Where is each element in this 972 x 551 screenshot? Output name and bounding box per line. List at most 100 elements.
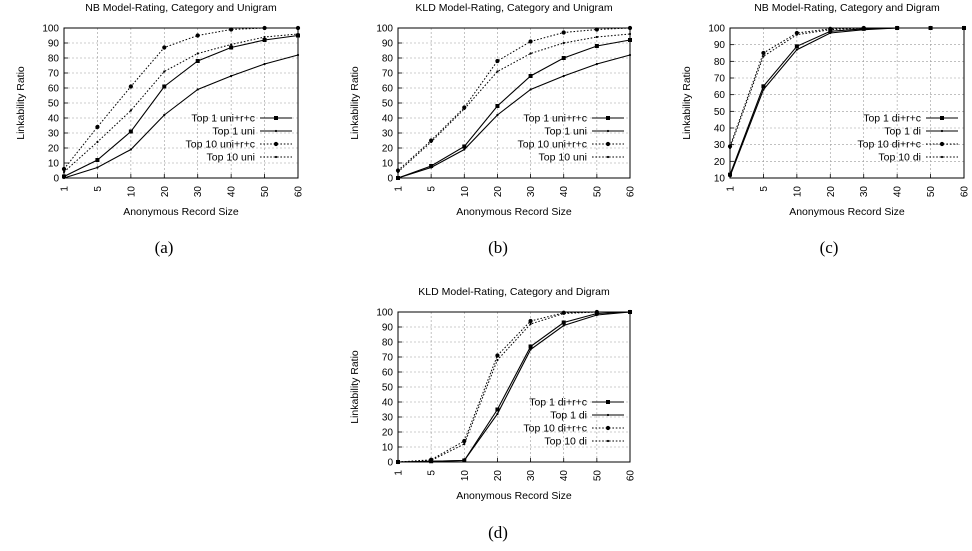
data-point: [595, 35, 598, 39]
y-axis-label: Linkability Ratio: [15, 66, 27, 140]
series-line: [63, 54, 299, 179]
data-point: [296, 32, 300, 36]
y-tick-label: 70: [382, 69, 394, 80]
series-0: [62, 33, 300, 179]
x-tick-label: 40: [227, 186, 238, 198]
data-point: [529, 52, 532, 55]
data-point: [962, 26, 966, 30]
y-axis-label: Linkability Ratio: [349, 350, 361, 424]
data-point: [463, 107, 466, 111]
chart-1: KLD Model-Rating, Category and Unigram01…: [349, 2, 637, 257]
y-tick-label: 50: [382, 383, 394, 394]
x-tick-label: 50: [592, 470, 603, 482]
y-tick-label: 90: [382, 323, 394, 334]
data-point: [529, 88, 532, 91]
legend-label: Top 10 di: [878, 152, 921, 164]
data-point: [263, 62, 266, 66]
data-point: [595, 62, 598, 66]
y-axis-label: Linkability Ratio: [349, 66, 361, 140]
x-tick-label: 1: [394, 186, 405, 192]
legend-label: Top 1 di+r+c: [863, 113, 921, 125]
data-point: [595, 313, 598, 317]
chart-0: NB Model-Rating, Category and Unigram 0 10…: [15, 2, 305, 257]
chart-2: NB Model-Rating, Category and Digram 10 20…: [681, 2, 971, 257]
data-point: [528, 39, 533, 44]
series-3: [396, 310, 632, 464]
data-point: [628, 310, 632, 314]
data-point: [761, 50, 766, 56]
data-point: [561, 320, 566, 325]
plot-frame: [397, 311, 631, 463]
y-tick-label: 0: [387, 174, 393, 185]
data-point: [496, 358, 499, 362]
data-point: [396, 176, 400, 180]
x-axis-label: Anonymous Record Size: [456, 206, 572, 218]
data-point: [262, 38, 267, 42]
x-tick-label: 30: [526, 186, 537, 198]
y-tick-label: 90: [382, 39, 394, 50]
legend-marker: [274, 155, 278, 159]
legend-marker: [274, 129, 278, 133]
y-tick-label: 40: [382, 398, 394, 409]
series-3: [62, 32, 300, 174]
data-point: [562, 41, 565, 45]
y-tick-label: 100: [376, 24, 393, 35]
x-tick-label: 1: [726, 186, 737, 192]
data-point: [396, 460, 400, 464]
subfigure-caption: (a): [155, 238, 174, 257]
data-point: [229, 27, 234, 32]
data-point: [163, 70, 166, 73]
data-point: [627, 25, 633, 31]
legend-marker: [940, 129, 944, 133]
data-point: [62, 170, 66, 174]
data-point: [129, 109, 132, 112]
data-point: [929, 26, 932, 30]
series-line: [729, 27, 964, 175]
y-tick-label: 60: [48, 84, 60, 95]
y-tick-label: 60: [714, 90, 726, 101]
x-tick-label: 40: [893, 186, 904, 198]
plot-frame: [63, 27, 299, 179]
y-tick-label: 10: [48, 159, 60, 170]
data-point: [95, 158, 100, 162]
series-line: [397, 39, 631, 179]
data-point: [62, 174, 66, 179]
data-point: [396, 170, 400, 174]
series-line: [397, 27, 631, 171]
series-1: [62, 53, 300, 180]
series-line: [397, 54, 631, 179]
x-tick-label: 30: [193, 186, 204, 198]
x-tick-label: 20: [160, 186, 171, 198]
data-point: [495, 407, 500, 412]
x-tick-label: 60: [960, 186, 971, 198]
data-point: [462, 144, 467, 149]
data-point: [162, 84, 167, 89]
series-line: [397, 33, 631, 173]
data-point: [61, 166, 67, 172]
legend-label: Top 1 uni: [212, 126, 255, 138]
data-point: [628, 38, 632, 42]
data-point: [562, 312, 565, 315]
data-point: [262, 25, 267, 31]
data-point: [296, 53, 300, 57]
data-point: [728, 146, 732, 150]
y-tick-label: 80: [714, 57, 726, 68]
x-tick-label: 5: [427, 186, 438, 192]
legend-marker: [940, 116, 944, 120]
data-point: [495, 353, 500, 358]
series-line: [63, 34, 299, 177]
data-point: [62, 176, 66, 180]
y-tick-label: 10: [382, 443, 394, 454]
data-point: [795, 33, 798, 36]
data-point: [430, 166, 433, 169]
y-tick-label: 30: [714, 140, 726, 151]
y-tick-label: 40: [48, 114, 60, 125]
x-tick-label: 20: [826, 186, 837, 198]
data-point: [495, 58, 500, 64]
data-point: [196, 52, 199, 55]
subfigure-caption: (c): [820, 238, 839, 257]
subfigure-caption: (d): [488, 523, 508, 542]
chart-title: KLD Model-Rating, Category and Digram: [418, 286, 610, 298]
data-point: [795, 48, 798, 51]
